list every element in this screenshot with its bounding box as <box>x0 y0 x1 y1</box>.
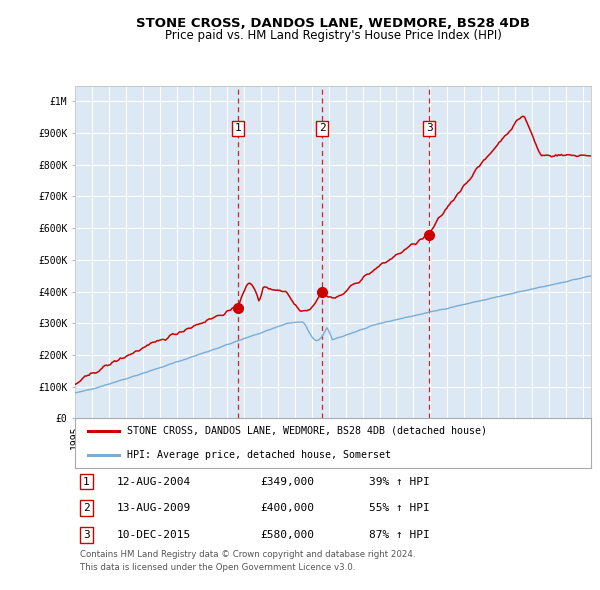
Text: 12-AUG-2004: 12-AUG-2004 <box>116 477 191 487</box>
Text: 10-DEC-2015: 10-DEC-2015 <box>116 530 191 540</box>
Text: 1: 1 <box>235 123 241 133</box>
Text: STONE CROSS, DANDOS LANE, WEDMORE, BS28 4DB (detached house): STONE CROSS, DANDOS LANE, WEDMORE, BS28 … <box>127 426 487 436</box>
Text: Price paid vs. HM Land Registry's House Price Index (HPI): Price paid vs. HM Land Registry's House … <box>164 30 502 42</box>
Text: 1: 1 <box>83 477 90 487</box>
Text: £580,000: £580,000 <box>261 530 315 540</box>
Text: STONE CROSS, DANDOS LANE, WEDMORE, BS28 4DB: STONE CROSS, DANDOS LANE, WEDMORE, BS28 … <box>136 17 530 30</box>
Text: 2: 2 <box>83 503 90 513</box>
Text: 3: 3 <box>83 530 90 540</box>
Text: £400,000: £400,000 <box>261 503 315 513</box>
Text: 39% ↑ HPI: 39% ↑ HPI <box>369 477 430 487</box>
Text: Contains HM Land Registry data © Crown copyright and database right 2024.: Contains HM Land Registry data © Crown c… <box>80 550 416 559</box>
Text: 13-AUG-2009: 13-AUG-2009 <box>116 503 191 513</box>
Text: HPI: Average price, detached house, Somerset: HPI: Average price, detached house, Some… <box>127 450 391 460</box>
Text: 55% ↑ HPI: 55% ↑ HPI <box>369 503 430 513</box>
Text: 87% ↑ HPI: 87% ↑ HPI <box>369 530 430 540</box>
Text: 3: 3 <box>426 123 433 133</box>
Text: This data is licensed under the Open Government Licence v3.0.: This data is licensed under the Open Gov… <box>80 563 356 572</box>
Text: 2: 2 <box>319 123 326 133</box>
Text: £349,000: £349,000 <box>261 477 315 487</box>
